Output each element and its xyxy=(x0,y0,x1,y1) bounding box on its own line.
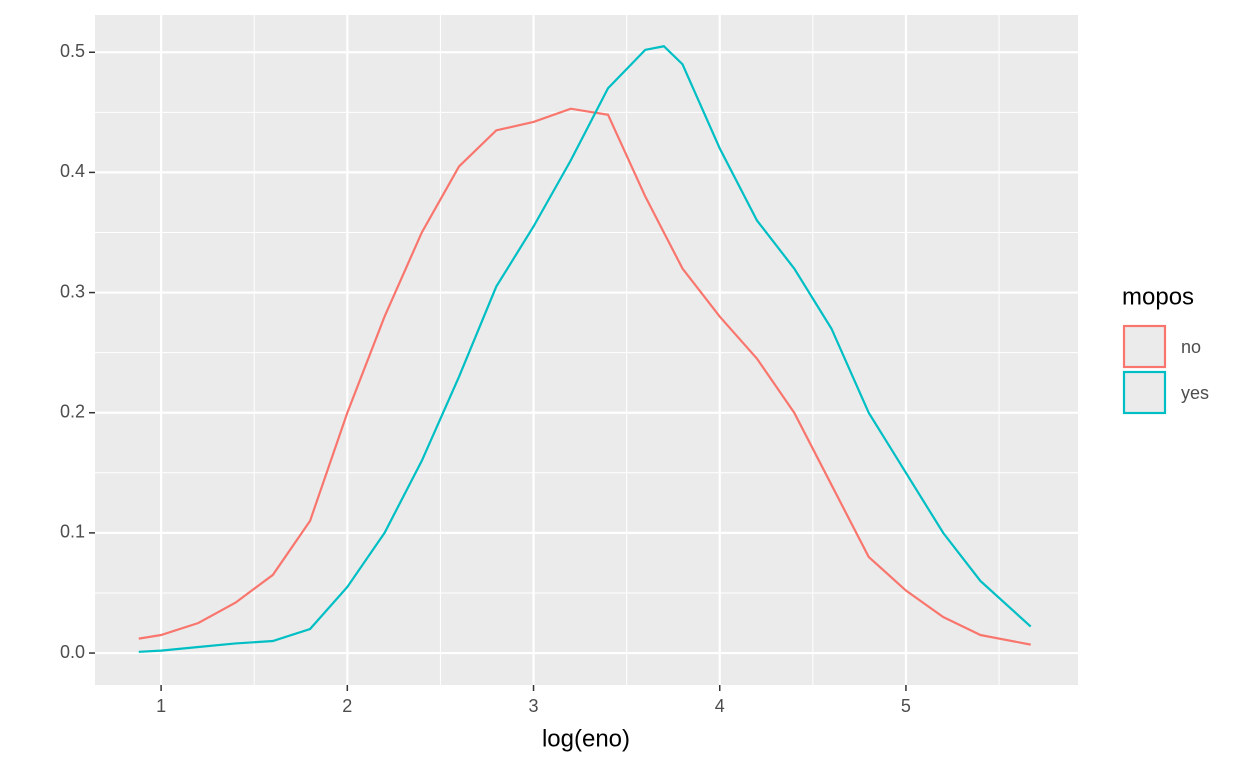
plot-panel xyxy=(95,15,1078,685)
legend-key xyxy=(1122,370,1167,415)
y-tick-label: 0.1 xyxy=(60,522,85,542)
density-line xyxy=(138,45,1032,653)
x-tick-label: 4 xyxy=(715,696,725,716)
legend-label: yes xyxy=(1181,383,1209,403)
x-tick-label: 2 xyxy=(342,696,352,716)
y-tick-label: 0.5 xyxy=(60,41,85,61)
y-tick-label: 0.3 xyxy=(60,281,85,301)
x-tick-label: 1 xyxy=(156,696,166,716)
legend-label: no xyxy=(1181,337,1201,357)
legend-title: mopos xyxy=(1122,283,1194,310)
x-tick-label: 3 xyxy=(529,696,539,716)
y-tick-label: 0.2 xyxy=(60,401,85,421)
legend-key xyxy=(1122,324,1167,369)
density-line xyxy=(138,107,1031,646)
x-tick-label: 5 xyxy=(901,696,911,716)
y-tick-label: 0.0 xyxy=(60,642,85,662)
y-tick-label: 0.4 xyxy=(60,161,85,181)
x-axis-title: log(eno) xyxy=(542,725,630,752)
